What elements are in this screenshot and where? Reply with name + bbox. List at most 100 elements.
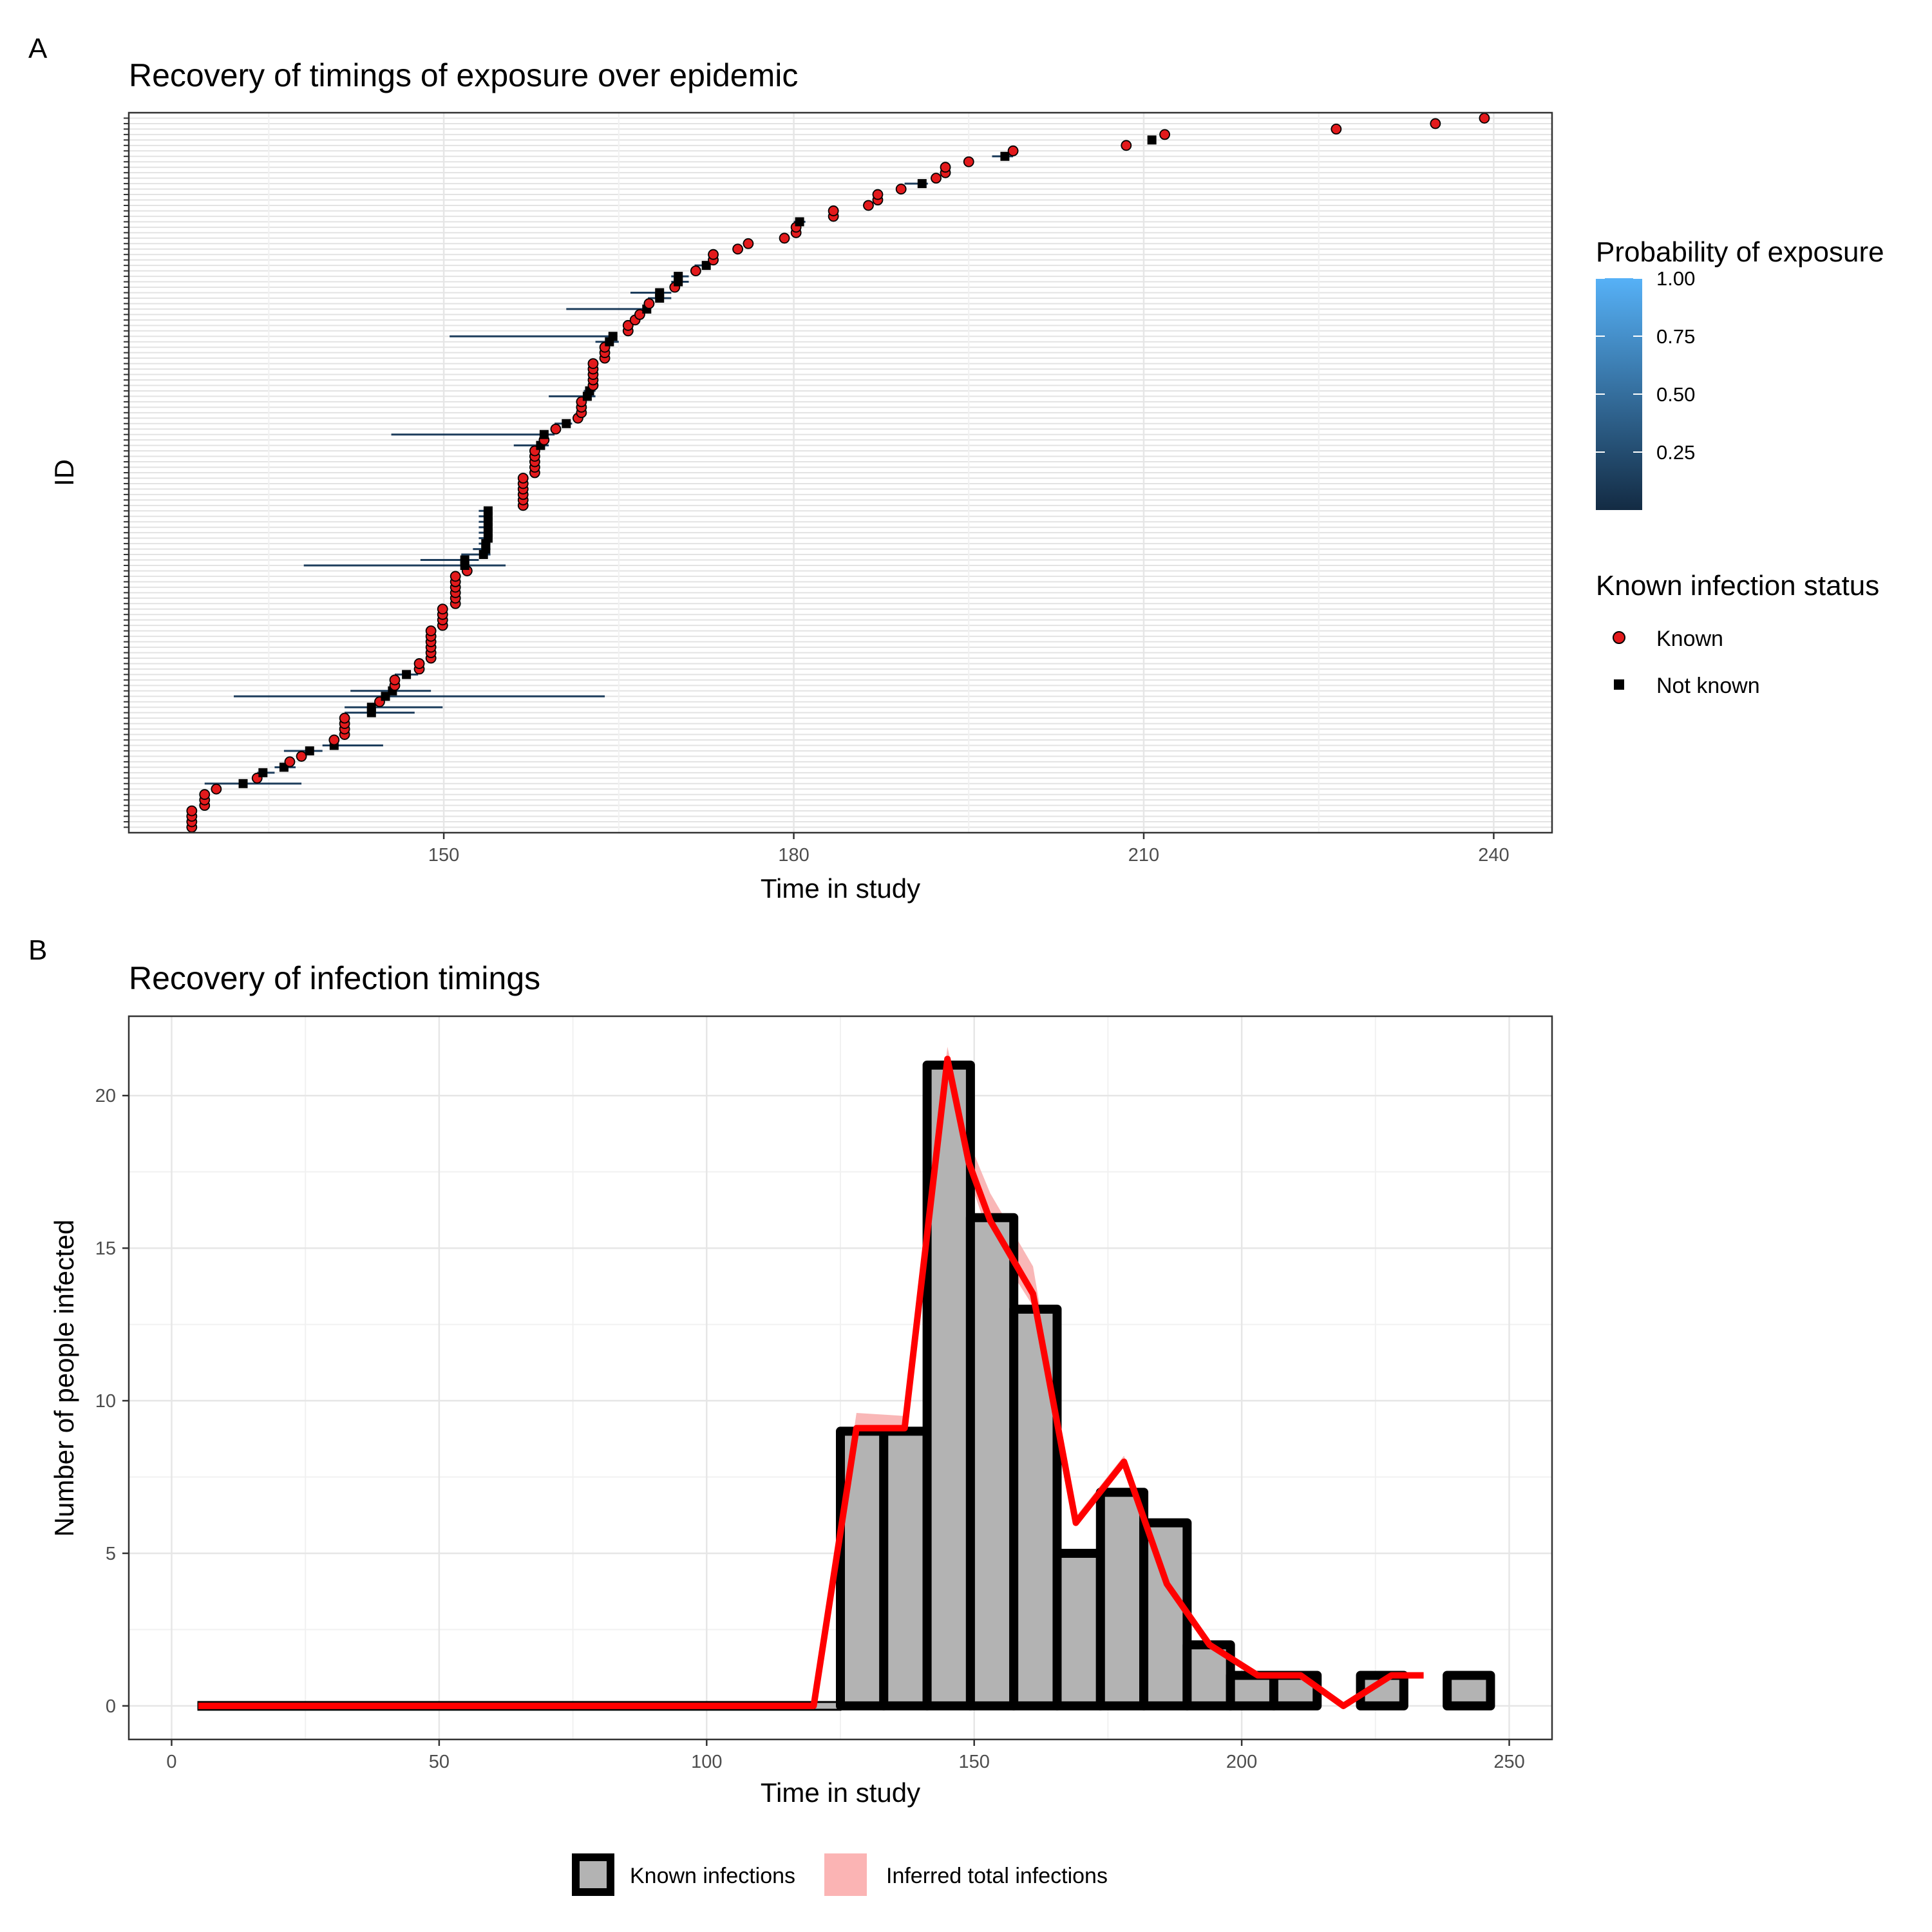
inferred-infections-line <box>198 1056 1424 1709</box>
legend-known-label: Known <box>1656 627 1723 651</box>
colorbar-tick-label: 1.00 <box>1656 267 1695 290</box>
known-point <box>931 173 942 184</box>
x-tick-label: 180 <box>778 845 809 866</box>
colorbar-tick-label: 0.75 <box>1656 325 1695 348</box>
histogram-bar <box>1443 1671 1495 1710</box>
known-point <box>587 358 599 370</box>
known-point <box>895 184 907 194</box>
known-point <box>1479 113 1490 124</box>
known-point <box>450 571 461 582</box>
legend-not-known-square-icon <box>1614 679 1624 690</box>
known-point <box>863 200 874 211</box>
known-point <box>872 189 884 200</box>
known-point <box>779 232 790 244</box>
known-point <box>328 734 340 746</box>
not-known-point <box>381 692 390 701</box>
known-point <box>1121 140 1132 151</box>
panel-a: A Recovery of timings of exposure over e… <box>28 33 1884 904</box>
legend-inferred-infections-label: Inferred total infections <box>886 1864 1108 1888</box>
known-point <box>690 265 701 277</box>
known-point <box>643 298 655 309</box>
panel-b: B Recovery of infection timings 0 50 100 15… <box>28 934 1553 1896</box>
not-known-point <box>674 272 683 281</box>
known-point <box>186 805 198 817</box>
x-tick-label: 240 <box>1478 845 1509 866</box>
panel-a-y-axis-title: ID <box>49 459 79 486</box>
known-point <box>437 603 448 615</box>
status-legend: Known infection status Known Not known <box>1596 570 1879 698</box>
not-known-point <box>238 779 248 788</box>
panel-b-label: B <box>28 934 47 966</box>
known-point <box>1159 129 1170 140</box>
panel-b-y-axis-title: Number of people infected <box>49 1220 79 1537</box>
not-known-point <box>795 217 804 227</box>
panel-a-points <box>186 113 1490 833</box>
known-point <box>743 238 754 249</box>
histogram-bar <box>1226 1671 1278 1710</box>
x-tick-label: 150 <box>959 1752 990 1772</box>
panel-a-title: Recovery of timings of exposure over epi… <box>129 57 798 93</box>
known-point <box>199 789 211 800</box>
histogram-bar <box>1009 1304 1062 1710</box>
colorbar-ticks: 1.00 0.75 0.50 0.25 <box>1596 267 1695 464</box>
not-known-point <box>483 506 493 516</box>
not-known-point <box>1147 135 1157 145</box>
known-point <box>1430 118 1441 129</box>
histogram-bar <box>1052 1548 1105 1710</box>
panel-b-x-axis-title: Time in study <box>761 1777 920 1808</box>
panel-a-label: A <box>28 33 48 64</box>
not-known-point <box>655 288 665 298</box>
panel-a-x-axis-title: Time in study <box>761 873 920 904</box>
known-point <box>425 625 437 637</box>
not-known-point <box>402 670 412 679</box>
x-tick-label: 50 <box>429 1752 450 1772</box>
not-known-point <box>460 555 469 565</box>
panel-b-legend: Known infections Inferred total infectio… <box>572 1853 1108 1896</box>
known-point <box>296 751 307 762</box>
x-tick-label: 200 <box>1226 1752 1257 1772</box>
known-point <box>940 162 951 173</box>
known-point <box>550 423 562 435</box>
legend-known-infections-label: Known infections <box>630 1864 795 1888</box>
not-known-point <box>1000 151 1010 161</box>
colorbar-legend: Probability of exposure 1.00 0.75 0.50 0.25 <box>1596 236 1884 510</box>
known-point <box>339 712 350 724</box>
known-point <box>622 319 634 331</box>
known-point <box>963 156 974 167</box>
not-known-point <box>608 332 618 341</box>
known-point <box>732 243 743 255</box>
not-known-point <box>305 746 314 755</box>
known-point <box>517 473 529 484</box>
colorbar-tick-label: 0.25 <box>1656 441 1695 464</box>
histogram-bar <box>1095 1488 1149 1710</box>
panel-a-y-ticks <box>124 117 129 828</box>
y-tick-label: 15 <box>95 1238 116 1259</box>
known-point <box>708 249 719 260</box>
x-tick-label: 250 <box>1493 1752 1524 1772</box>
histogram-bar <box>1139 1518 1192 1710</box>
known-point <box>211 783 222 795</box>
not-known-point <box>562 419 571 428</box>
status-legend-title: Known infection status <box>1596 570 1879 601</box>
panel-b-title: Recovery of infection timings <box>129 960 540 996</box>
panel-b-line <box>198 1056 1424 1709</box>
not-known-point <box>917 179 927 189</box>
known-point <box>389 674 401 686</box>
not-known-point <box>258 768 268 777</box>
panel-a-x-axis: 150 180 210 240 <box>428 833 1510 866</box>
colorbar-title: Probability of exposure <box>1596 236 1884 268</box>
known-point <box>413 658 425 669</box>
legend-not-known-label: Not known <box>1656 674 1760 698</box>
legend-inferred-infections-swatch <box>824 1853 867 1896</box>
x-tick-label: 0 <box>166 1752 176 1772</box>
x-tick-label: 100 <box>691 1752 722 1772</box>
known-point <box>284 756 296 768</box>
not-known-point <box>701 261 711 270</box>
x-tick-label: 150 <box>428 845 459 866</box>
not-known-point <box>539 430 549 439</box>
y-tick-label: 10 <box>95 1391 116 1412</box>
y-tick-label: 0 <box>106 1696 116 1717</box>
panel-b-border <box>128 1015 1553 1741</box>
known-point <box>828 205 839 216</box>
